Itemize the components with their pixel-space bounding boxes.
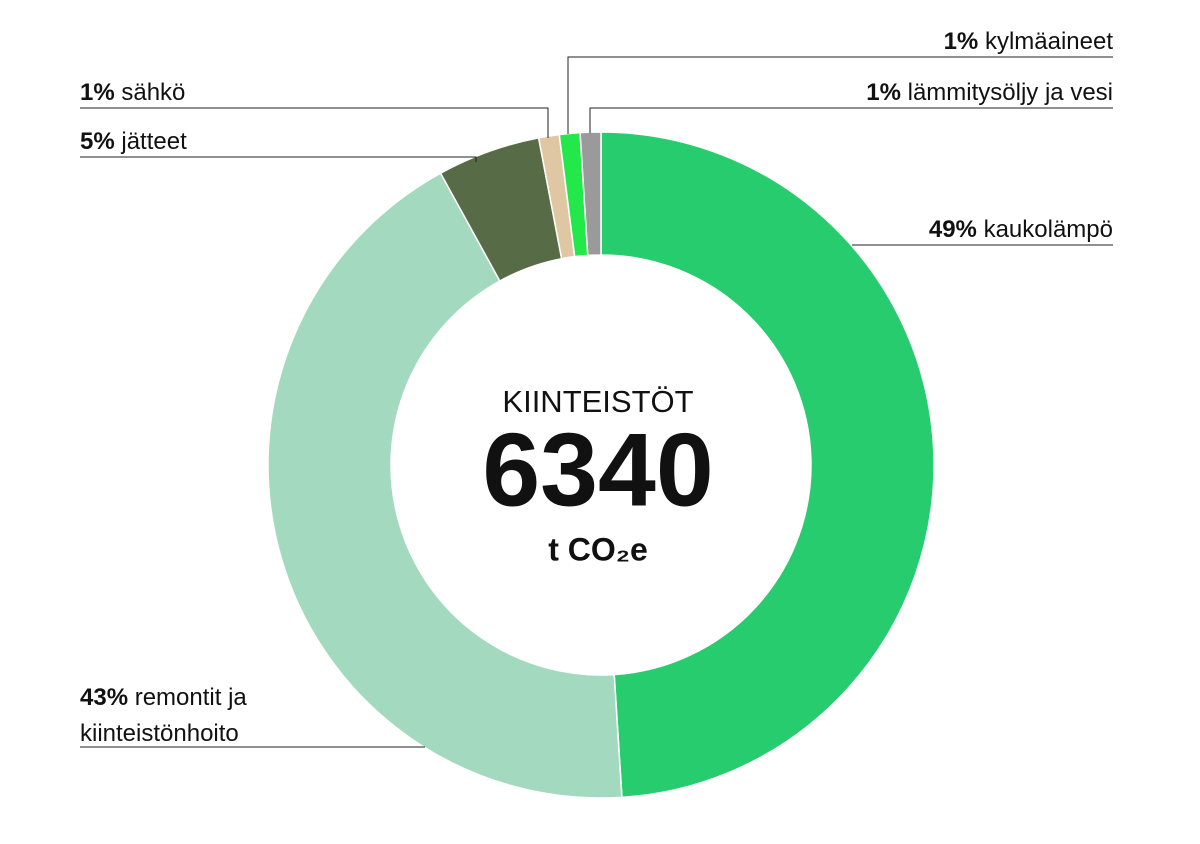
slice-label: 43% remontit ja kiinteistönhoito [80,680,310,752]
leader-line [80,107,549,138]
slice-value-label: 49% [928,216,977,243]
slice-label: 1% sähkö [80,75,380,111]
center-title: KIINTEISTÖT [502,384,693,419]
slice [600,131,935,799]
slice-label: 5% jätteet [80,124,380,160]
slice-value-label: 1% [80,79,115,106]
slice-label: 49% kaukolämpö [852,212,1113,248]
slice [267,172,623,799]
slice-name: lämmitysöljy ja vesi [907,79,1113,106]
leaders [80,56,1113,748]
slice-value-label: 5% [80,128,115,155]
slice-name: jätteet [121,128,187,155]
leader-line [80,156,477,162]
slice-value-label: 43% [80,684,129,711]
slice-label: 1% lämmitysöljy ja vesi [590,75,1113,111]
center-unit: t CO₂e [548,531,648,567]
center-value: 6340 [482,412,713,528]
leader-line [567,56,1113,134]
slice-name: remontit ja kiinteistönhoito [80,684,247,747]
leader-line [589,107,1113,133]
slice-name: kylmäaineet [984,28,1113,55]
slice-value-label: 1% [866,79,901,106]
slice-name: kaukolämpö [983,216,1113,243]
slice-name: sähkö [121,79,186,106]
slice-label: 1% kylmäaineet [568,24,1113,60]
slices [267,131,935,799]
slice [579,131,602,257]
slice-value-label: 1% [943,28,979,55]
